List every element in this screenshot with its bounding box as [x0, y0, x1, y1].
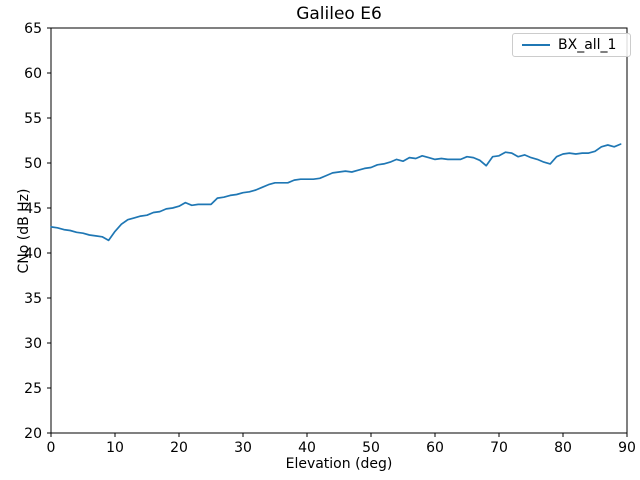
x-tick-label: 10	[106, 440, 124, 456]
x-tick-label: 40	[298, 440, 316, 456]
y-tick-label: 25	[24, 381, 42, 397]
x-tick-label: 50	[362, 440, 380, 456]
x-axis-label: Elevation (deg)	[285, 456, 393, 472]
plot-frame	[50, 27, 628, 434]
y-tick-label: 40	[24, 246, 42, 262]
y-tick-label: 50	[24, 156, 42, 172]
x-tick-label: 20	[170, 440, 188, 456]
y-tick-label: 55	[24, 111, 42, 127]
y-tick-label: 60	[24, 66, 42, 82]
x-tick-label: 60	[426, 440, 444, 456]
y-tick-label: 30	[24, 336, 42, 352]
series-line-BX_all_1	[50, 143, 622, 242]
y-tick-label: 45	[24, 201, 42, 217]
legend-label: BX_all_1	[558, 37, 617, 53]
x-tick-label: 0	[47, 440, 56, 456]
x-tick-label: 30	[234, 440, 252, 456]
x-tick-label: 90	[618, 440, 636, 456]
chart-title: Galileo E6	[296, 4, 382, 24]
x-tick-label: 70	[490, 440, 508, 456]
y-axis-label: CNo (dB Hz)	[16, 188, 32, 274]
y-tick-label: 35	[24, 291, 42, 307]
y-tick-label: 20	[24, 426, 42, 442]
x-tick-label: 80	[554, 440, 572, 456]
legend-line-sample-icon	[522, 44, 550, 46]
legend: BX_all_1	[512, 33, 631, 57]
y-tick-label: 65	[24, 21, 42, 37]
